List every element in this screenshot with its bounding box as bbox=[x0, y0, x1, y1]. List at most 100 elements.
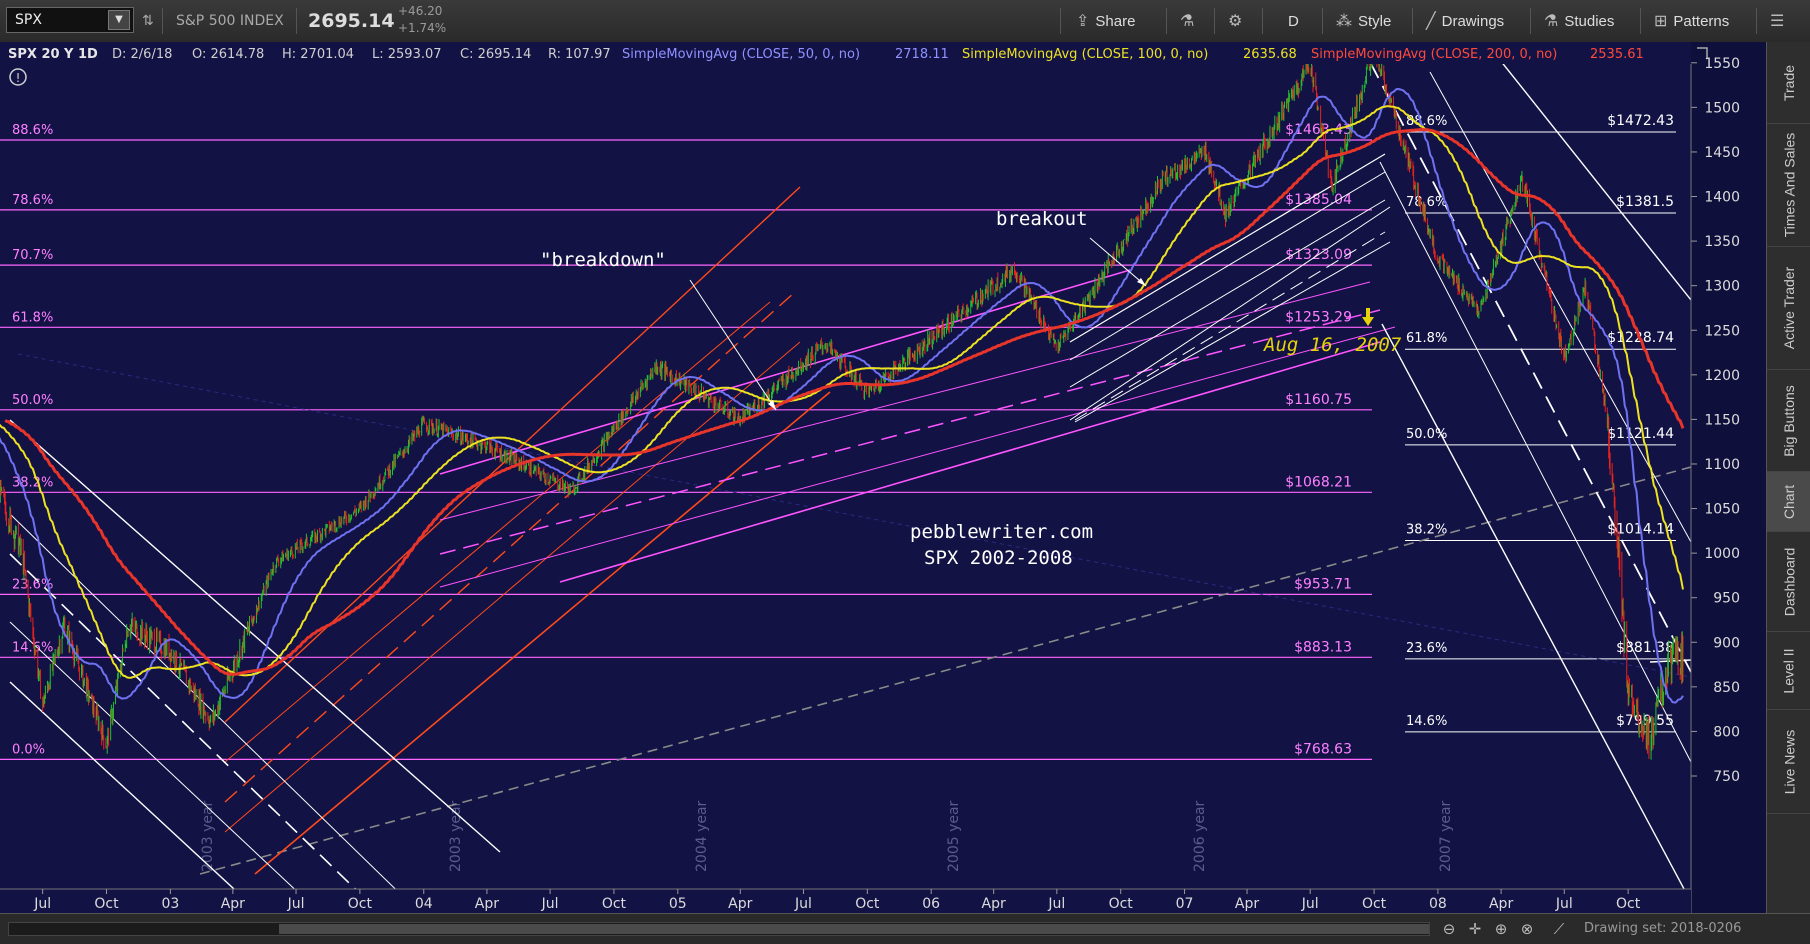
fib-level-pct: 14.6% bbox=[12, 640, 53, 655]
style-button[interactable]: ⁂ Style bbox=[1336, 8, 1391, 34]
sidebar-tab-times-and-sales[interactable]: Times And Sales bbox=[1767, 124, 1810, 247]
flask-button[interactable]: ⚗ bbox=[1180, 8, 1194, 34]
bottom-bar: ⊖ ✛ ⊕ ⊗ ⟋ Drawing set: 2018-0206 bbox=[0, 913, 1810, 944]
y-tick-label: 1200 bbox=[1704, 368, 1740, 384]
faint-trendline[interactable] bbox=[17, 353, 1691, 678]
orange-fan-line[interactable] bbox=[224, 186, 801, 723]
white-channel-line[interactable] bbox=[1074, 231, 1386, 421]
magenta-channel-line[interactable] bbox=[439, 326, 1396, 588]
studies-button[interactable]: ⚗ Studies bbox=[1544, 8, 1614, 34]
falling-channel-line[interactable] bbox=[9, 681, 261, 913]
drawings-button[interactable]: ╱ Drawings bbox=[1426, 8, 1504, 34]
magenta-channel-line[interactable] bbox=[439, 269, 1131, 475]
scrollbar-thumb[interactable] bbox=[279, 924, 1429, 934]
x-tick-label: Jul bbox=[33, 896, 51, 912]
magenta-channel-line[interactable] bbox=[439, 309, 1381, 555]
fib-level-price: $1068.21 bbox=[1285, 474, 1352, 490]
header-date: D: 2/6/18 bbox=[112, 47, 172, 62]
x-tick-label: Apr bbox=[1235, 896, 1259, 912]
collapse-icon[interactable] bbox=[1697, 47, 1708, 58]
gear-button[interactable]: ⚙ bbox=[1228, 8, 1242, 34]
falling-channel-line[interactable] bbox=[9, 553, 381, 913]
fib-level-pct: 88.6% bbox=[12, 123, 53, 138]
year-label: 2006 year bbox=[1192, 800, 1208, 872]
falling-channel-line[interactable] bbox=[9, 621, 321, 913]
info-icon[interactable]: ! bbox=[9, 68, 27, 86]
zoom-in-icon[interactable]: ⊕ bbox=[1494, 920, 1508, 938]
header-range: R: 107.97 bbox=[548, 47, 611, 62]
sidebar-tab-dashboard[interactable]: Dashboard bbox=[1767, 532, 1810, 632]
x-tick-label: Apr bbox=[728, 896, 752, 912]
horizontal-scrollbar[interactable] bbox=[8, 922, 1430, 936]
fib-level-price: $768.63 bbox=[1294, 741, 1352, 757]
sma200-value: 2535.61 bbox=[1590, 47, 1644, 62]
y-tick-label: 1550 bbox=[1704, 56, 1740, 72]
year-label: 2003 year bbox=[448, 800, 464, 872]
white-channel-line[interactable] bbox=[1069, 199, 1386, 388]
falling-channel-line[interactable] bbox=[9, 419, 501, 853]
year-label: 2004 year bbox=[694, 800, 710, 872]
zoom-out-icon[interactable]: ⊖ bbox=[1442, 920, 1456, 938]
fib2-level-price: $799.55 bbox=[1616, 713, 1674, 729]
fib2-level-pct: 50.0% bbox=[1406, 427, 1447, 442]
y-tick-label: 850 bbox=[1713, 680, 1740, 696]
breakout-arrow bbox=[1089, 237, 1147, 287]
menu-icon: ☰ bbox=[1770, 13, 1785, 30]
symbol-dropdown-button[interactable]: ▼ bbox=[108, 10, 130, 30]
y-tick-label: 1100 bbox=[1704, 457, 1740, 473]
falling-channel-line[interactable] bbox=[1370, 62, 1691, 673]
y-tick-label: 1500 bbox=[1704, 100, 1740, 116]
sidebar-tab-trade[interactable]: Trade bbox=[1767, 42, 1810, 124]
sma50-value: 2718.11 bbox=[895, 47, 949, 62]
patterns-button[interactable]: ⊞ Patterns bbox=[1654, 8, 1729, 34]
x-tick-label: Jul bbox=[1301, 896, 1319, 912]
symbol-text: SPX bbox=[15, 12, 42, 28]
sidebar-tab-level-ii[interactable]: Level II bbox=[1767, 632, 1810, 710]
sidebar-tab-active-trader[interactable]: Active Trader bbox=[1767, 247, 1810, 370]
share-button[interactable]: ⇪ Share bbox=[1076, 8, 1135, 34]
studies-icon: ⚗ bbox=[1544, 13, 1559, 30]
y-tick-label: 1050 bbox=[1704, 502, 1740, 518]
period-button[interactable]: D bbox=[1288, 8, 1299, 34]
crosshair-icon[interactable]: ✛ bbox=[1468, 920, 1482, 938]
x-tick-label: 08 bbox=[1429, 896, 1447, 912]
white-channel-line[interactable] bbox=[1074, 241, 1391, 423]
fib2-level-pct: 88.6% bbox=[1406, 114, 1447, 129]
x-tick-label: 07 bbox=[1176, 896, 1194, 912]
fib2-level-price: $1121.44 bbox=[1607, 426, 1674, 442]
zoom-reset-icon[interactable]: ⊗ bbox=[1520, 920, 1534, 938]
magenta-channel-line[interactable] bbox=[559, 341, 1381, 583]
fib-level-pct: 0.0% bbox=[12, 742, 45, 757]
falling-channel-line[interactable] bbox=[1429, 71, 1691, 543]
price-axis-area bbox=[1691, 42, 1766, 913]
y-tick-label: 950 bbox=[1713, 591, 1740, 607]
settings-icon[interactable]: ⇅ bbox=[142, 13, 154, 29]
orange-fan-line[interactable] bbox=[254, 391, 831, 875]
y-tick-label: 1150 bbox=[1704, 412, 1740, 428]
sidebar-tab-label: Dashboard bbox=[1781, 547, 1797, 616]
orange-fan-line[interactable] bbox=[224, 291, 796, 803]
orange-fan-line[interactable] bbox=[224, 341, 801, 833]
fib-level-pct: 70.7% bbox=[12, 248, 53, 263]
x-tick-label: Oct bbox=[94, 896, 119, 912]
x-tick-label: Oct bbox=[1362, 896, 1387, 912]
watermark-line2: SPX 2002-2008 bbox=[924, 547, 1073, 569]
drawings-label: Drawings bbox=[1441, 12, 1505, 30]
drawing-tool-icon[interactable]: ⟋ bbox=[1553, 920, 1565, 938]
price-chart[interactable]: 2003 year 2003 year 2004 year 2005 year 2006… bbox=[0, 42, 1766, 913]
x-tick-label: Jul bbox=[541, 896, 559, 912]
white-channel-line[interactable] bbox=[1069, 206, 1391, 421]
fib2-level-price: $881.38 bbox=[1616, 640, 1674, 656]
falling-channel-line[interactable] bbox=[1379, 161, 1691, 763]
sma200-line bbox=[4, 128, 1685, 676]
y-tick-label: 800 bbox=[1713, 724, 1740, 740]
sidebar-tab-big-buttons[interactable]: Big Buttons bbox=[1767, 370, 1810, 472]
menu-button[interactable]: ☰ bbox=[1770, 8, 1784, 34]
sidebar-tab-chart[interactable]: Chart bbox=[1767, 472, 1810, 532]
sma100-line bbox=[0, 105, 1684, 679]
breakdown-arrowhead bbox=[768, 400, 776, 410]
falling-channel-line[interactable] bbox=[1381, 323, 1691, 903]
sidebar-tab-live-news[interactable]: Live News bbox=[1767, 710, 1810, 814]
falling-channel-line[interactable] bbox=[1500, 60, 1691, 301]
white-channel-line[interactable] bbox=[1069, 171, 1386, 361]
